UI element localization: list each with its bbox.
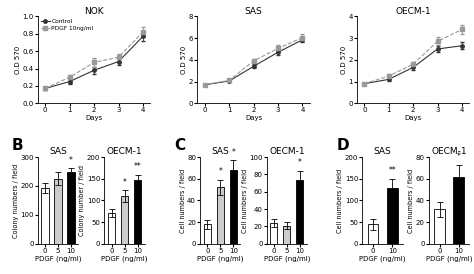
Legend: Control, PDGF 10ng/ml: Control, PDGF 10ng/ml: [41, 19, 93, 31]
Y-axis label: Colony number / field: Colony number / field: [79, 165, 85, 236]
Bar: [121, 196, 128, 244]
Text: D: D: [337, 138, 349, 153]
Bar: [230, 170, 237, 244]
Text: *: *: [69, 156, 73, 165]
Title: SAS: SAS: [374, 147, 392, 156]
Text: B: B: [12, 138, 23, 153]
X-axis label: PDGF (ng/ml): PDGF (ng/ml): [101, 255, 148, 262]
Y-axis label: Colony numbers / field: Colony numbers / field: [13, 163, 19, 238]
Title: OECM-1: OECM-1: [107, 147, 142, 156]
X-axis label: PDGF (ng/ml): PDGF (ng/ml): [197, 255, 244, 262]
X-axis label: PDGF (ng/ml): PDGF (ng/ml): [264, 255, 310, 262]
Bar: [454, 176, 464, 244]
Text: **: **: [388, 166, 396, 175]
Bar: [434, 209, 445, 244]
Bar: [42, 188, 49, 244]
Bar: [55, 179, 62, 244]
Text: **: **: [134, 162, 141, 171]
Bar: [368, 224, 378, 244]
X-axis label: Days: Days: [404, 115, 422, 121]
Y-axis label: O.D 570: O.D 570: [15, 46, 21, 74]
Text: *: *: [457, 152, 461, 161]
X-axis label: PDGF (ng/ml): PDGF (ng/ml): [359, 255, 406, 262]
Bar: [204, 224, 211, 244]
Bar: [270, 223, 277, 244]
X-axis label: PDGF (ng/ml): PDGF (ng/ml): [426, 255, 473, 262]
X-axis label: Days: Days: [85, 115, 103, 121]
Bar: [67, 172, 74, 244]
Bar: [296, 181, 303, 244]
Bar: [217, 187, 224, 244]
Title: SAS: SAS: [211, 147, 229, 156]
Bar: [283, 226, 291, 244]
Y-axis label: O.D 570: O.D 570: [341, 46, 347, 74]
Title: NOK: NOK: [84, 7, 104, 16]
Title: OECM-1: OECM-1: [269, 147, 305, 156]
Text: *: *: [298, 158, 302, 167]
Text: C: C: [174, 138, 185, 153]
Title: OECM-1: OECM-1: [431, 147, 467, 156]
Y-axis label: Cell numbers / field: Cell numbers / field: [180, 168, 186, 233]
X-axis label: Days: Days: [245, 115, 262, 121]
Y-axis label: Cell numbers / field: Cell numbers / field: [242, 168, 247, 233]
Title: SAS: SAS: [49, 147, 67, 156]
Y-axis label: O.D 570: O.D 570: [182, 46, 187, 74]
Bar: [387, 188, 398, 244]
Text: *: *: [231, 148, 235, 157]
Y-axis label: Cell numbers / field: Cell numbers / field: [337, 168, 344, 233]
Text: *: *: [219, 167, 222, 176]
Title: OECM-1: OECM-1: [395, 7, 431, 16]
X-axis label: PDGF (ng/ml): PDGF (ng/ml): [35, 255, 82, 262]
Bar: [134, 180, 141, 244]
Title: SAS: SAS: [245, 7, 263, 16]
Bar: [108, 213, 115, 244]
Text: *: *: [123, 178, 127, 187]
Y-axis label: Cell numbers / field: Cell numbers / field: [409, 168, 414, 233]
